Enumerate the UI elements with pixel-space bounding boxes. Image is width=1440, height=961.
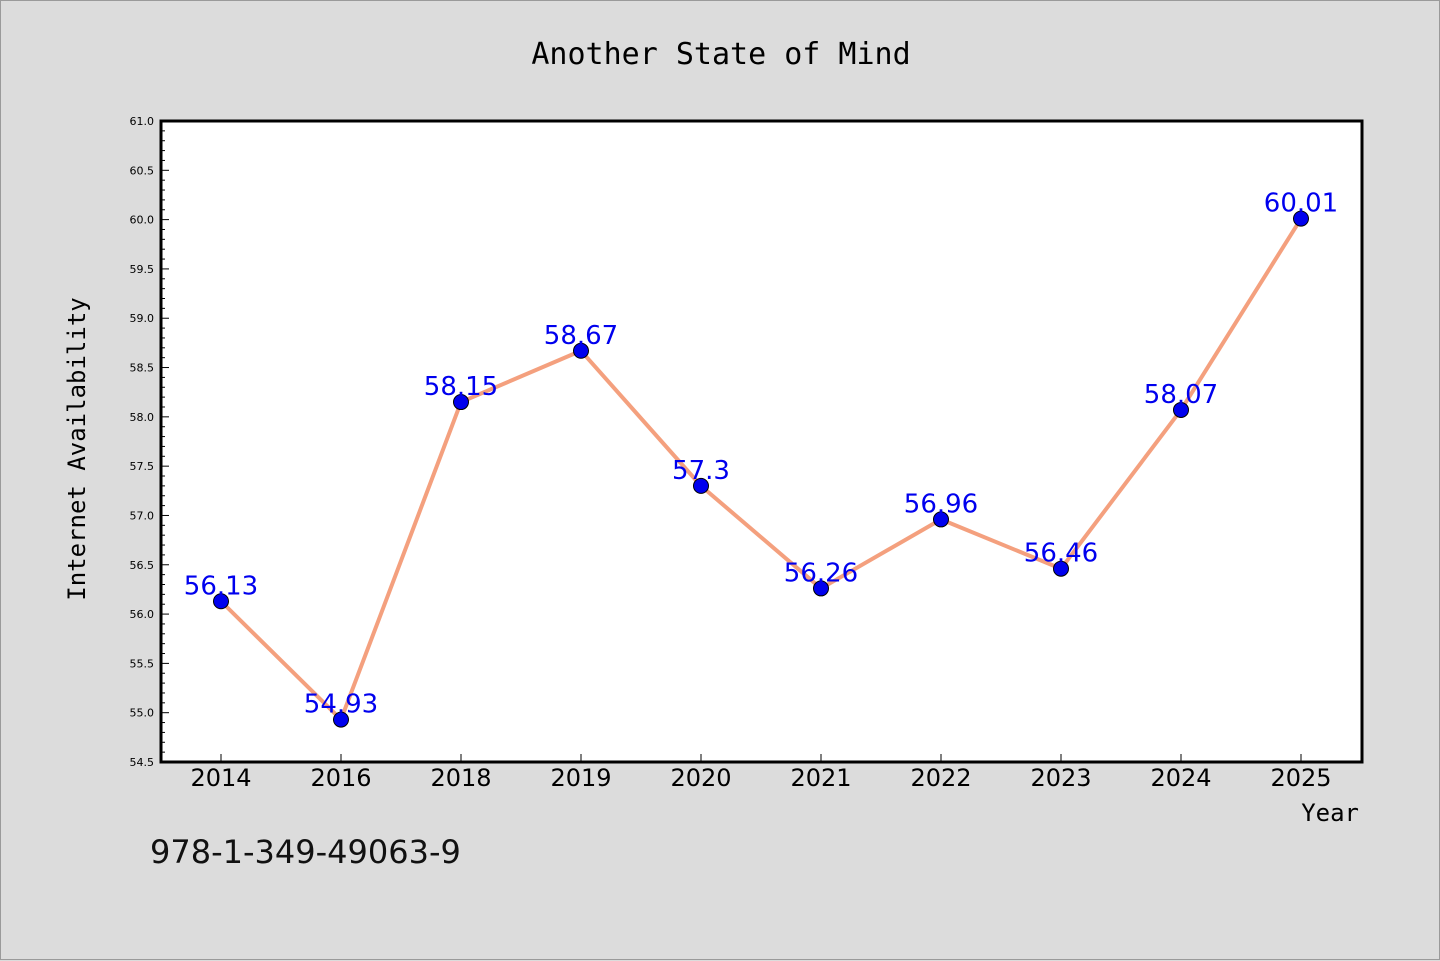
y-tick-label: 56.5 xyxy=(130,559,155,572)
x-axis-title: Year xyxy=(1301,799,1359,827)
data-label: 54.93 xyxy=(304,690,378,720)
data-label: 58.67 xyxy=(544,321,618,351)
data-point-marker xyxy=(1293,210,1309,227)
data-label: 58.07 xyxy=(1144,380,1218,410)
x-axis: 2014 2016 2018 2019 2020 2021 2022 2023 2024 2025 xyxy=(190,754,1332,792)
x-tick-label: 2022 xyxy=(910,764,971,792)
data-label-group: 56.13 54.93 58.15 58.67 57.3 56.26 56.96 56.46 5… xyxy=(184,189,1338,720)
data-point-marker xyxy=(213,593,229,610)
data-point-marker xyxy=(693,477,709,494)
data-point-marker xyxy=(573,342,589,359)
x-tick-label: 2023 xyxy=(1030,764,1091,792)
series-line xyxy=(219,216,1303,722)
x-tick-label: 2016 xyxy=(310,764,371,792)
y-axis-title: Internet Availability xyxy=(63,297,91,600)
x-tick-label: 2024 xyxy=(1150,764,1211,792)
x-tick-label: 2014 xyxy=(190,764,251,792)
y-tick-label: 61.0 xyxy=(130,115,155,128)
y-tick-label: 59.0 xyxy=(130,312,155,325)
y-tick-label: 55.0 xyxy=(130,707,155,720)
x-tick-label: 2025 xyxy=(1270,764,1331,792)
y-tick-label: 58.0 xyxy=(130,411,155,424)
data-label: 60.01 xyxy=(1264,189,1338,219)
data-point-marker xyxy=(813,580,829,597)
data-label: 56.46 xyxy=(1024,539,1098,569)
y-tick-label: 56.0 xyxy=(130,608,155,621)
data-label: 56.96 xyxy=(904,489,978,519)
y-tick-label: 57.5 xyxy=(130,460,155,473)
x-tick-label: 2020 xyxy=(670,764,731,792)
plot-area xyxy=(159,119,1364,764)
isbn-text: 978-1-349-49063-9 xyxy=(150,833,461,871)
x-tick-label: 2021 xyxy=(790,764,851,792)
data-label: 56.26 xyxy=(784,558,858,588)
data-label: 58.15 xyxy=(424,372,498,402)
y-tick-label: 58.5 xyxy=(130,362,155,375)
y-axis: 54.5 55.0 55.5 56.0 56.5 57.0 57.5 58.0 58.5 59.0… xyxy=(130,115,169,769)
y-tick-label: 60.5 xyxy=(130,164,155,177)
data-label: 57.3 xyxy=(672,456,730,486)
x-tick-label: 2019 xyxy=(550,764,611,792)
data-label: 56.13 xyxy=(184,571,258,601)
y-tick-label: 59.5 xyxy=(130,263,155,276)
data-point-marker xyxy=(453,394,469,411)
y-tick-label: 57.0 xyxy=(130,509,155,522)
data-point-marker xyxy=(1173,401,1189,418)
y-tick-label: 55.5 xyxy=(130,657,155,670)
series-line-group xyxy=(219,216,1303,722)
data-point-marker xyxy=(333,711,349,728)
x-tick-label: 2018 xyxy=(430,764,491,792)
y-tick-label: 60.0 xyxy=(130,214,155,227)
marker-group xyxy=(213,210,1309,728)
chart-title: Another State of Mind xyxy=(531,37,910,72)
data-point-marker xyxy=(1053,560,1069,577)
y-tick-label: 54.5 xyxy=(130,756,155,769)
data-point-marker xyxy=(933,511,949,528)
